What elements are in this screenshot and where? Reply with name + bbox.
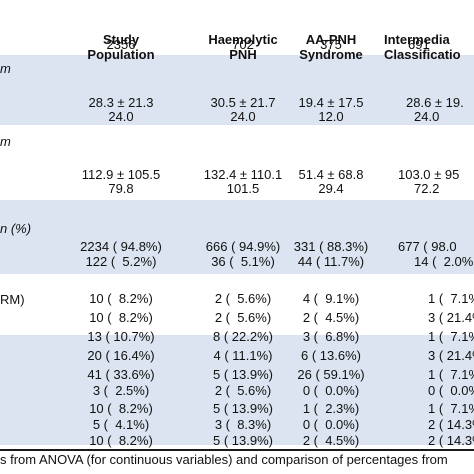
cell: 2 ( 4.5%) [302, 433, 360, 448]
cell: 20 ( 16.4%) [87, 348, 155, 363]
cell: 24.0 [230, 109, 256, 124]
cell: 2 ( 5.6%) [214, 310, 272, 325]
cell: 132.4 ± 110.1 [203, 167, 283, 182]
cell: 1 ( 7.1% [428, 367, 474, 382]
section-label-2: m [0, 134, 11, 149]
cell: 28.6 ± 19. [406, 95, 464, 110]
cell: 677 ( 98.0 [398, 239, 457, 254]
cell: 5 ( 4.1%) [92, 417, 150, 432]
cell: 36 ( 5.1%) [211, 254, 275, 269]
cell: 14 ( 2.0% [414, 254, 474, 269]
cell: 30.5 ± 21.7 [210, 95, 276, 110]
cell: 10 ( 8.2%) [89, 310, 153, 325]
cell: 5 ( 13.9%) [213, 367, 273, 382]
cell: 72.2 [414, 181, 440, 196]
cell: 10 ( 8.2%) [89, 291, 153, 306]
cell: 0 ( 0.0%) [302, 417, 360, 432]
cell: 12.0 [318, 109, 344, 124]
table-footnote: s from ANOVA (for continuous variables) … [0, 452, 448, 467]
cell: 331 ( 88.3%) [293, 239, 369, 254]
cell: 3 ( 8.3%) [214, 417, 272, 432]
cell: 4 ( 9.1%) [302, 291, 360, 306]
cell: 24.0 [414, 109, 440, 124]
n-study-population: 2356 [106, 37, 136, 52]
cell: 2 ( 14.3% [428, 433, 474, 448]
col-header-haemolytic-pnh: Haemolytic PNH [208, 32, 278, 62]
cell: 5 ( 13.9%) [213, 401, 273, 416]
col-header-study-population: Study Population [87, 32, 155, 62]
cell: 1 ( 7.1% [428, 329, 474, 344]
cell: 41 ( 33.6%) [87, 367, 155, 382]
cell: 28.3 ± 21.3 [88, 95, 154, 110]
cell: 10 ( 8.2%) [89, 433, 153, 448]
cell: 44 ( 11.7%) [297, 254, 365, 269]
cell: 1 ( 2.3%) [302, 401, 360, 416]
cell: 24.0 [108, 109, 134, 124]
cell: 0 ( 0.0%) [302, 383, 360, 398]
cell: 0 ( 0.0% [428, 383, 474, 398]
section-label-3: n (%) [0, 221, 32, 236]
section-band-1 [0, 55, 474, 125]
cell: 1 ( 7.1% [428, 291, 474, 306]
n-haemolytic-pnh: 702 [232, 37, 254, 52]
section-label-4: RM) [0, 292, 25, 307]
cell: 2 ( 5.6%) [214, 383, 272, 398]
cell: 2 ( 14.3% [428, 417, 474, 432]
cell: 13 ( 10.7%) [87, 329, 155, 344]
n-intermediate: 691 [408, 37, 430, 52]
cell: 5 ( 13.9%) [213, 433, 273, 448]
cell: 4 ( 11.1%) [213, 348, 273, 363]
cell: 2234 ( 94.8%) [80, 239, 162, 254]
cell: 19.4 ± 17.5 [298, 95, 364, 110]
cell: 3 ( 21.4% [428, 348, 474, 363]
col-header-aa-pnh-syndrome: AA-PNH Syndrome [299, 32, 363, 62]
cell: 26 ( 59.1%) [297, 367, 365, 382]
cell: 112.9 ± 105.5 [81, 167, 161, 182]
n-aa-pnh-syndrome: 375 [320, 37, 342, 52]
cell: 101.5 [226, 181, 260, 196]
section-label-1: m [0, 61, 11, 76]
cell: 10 ( 8.2%) [89, 401, 153, 416]
table-bottom-rule [0, 449, 474, 451]
cell: 1 ( 7.1% [428, 401, 474, 416]
cell: 8 ( 22.2%) [213, 329, 273, 344]
section-band-3 [0, 200, 474, 274]
cell: 666 ( 94.9%) [205, 239, 281, 254]
cell: 3 ( 21.4% [428, 310, 474, 325]
col-header-intermediate: Intermedia Classificatio [384, 32, 461, 62]
cell: 29.4 [318, 181, 344, 196]
cell: 3 ( 6.8%) [302, 329, 360, 344]
cell: 103.0 ± 95 [398, 167, 460, 182]
cell: 2 ( 4.5%) [302, 310, 360, 325]
cell: 79.8 [108, 181, 134, 196]
cell: 3 ( 2.5%) [92, 383, 150, 398]
section-band-4-stripe [0, 335, 474, 445]
cell: 122 ( 5.2%) [85, 254, 157, 269]
cell: 51.4 ± 68.8 [298, 167, 364, 182]
cell: 6 ( 13.6%) [301, 348, 361, 363]
cell: 2 ( 5.6%) [214, 291, 272, 306]
